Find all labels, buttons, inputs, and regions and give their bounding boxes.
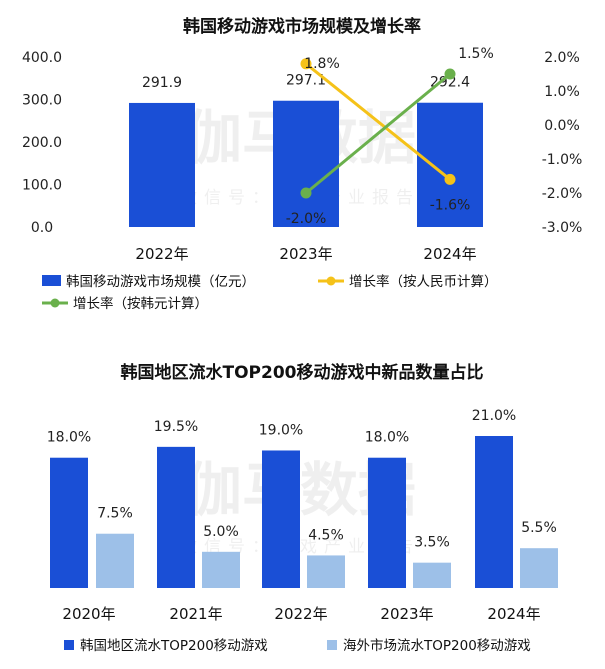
korea-top200-label: 19.5% <box>154 419 198 435</box>
x-axis-tick: 2021年 <box>169 605 222 623</box>
market-size-bar <box>273 100 339 227</box>
growth-krw-label: 1.5% <box>458 46 494 62</box>
overseas-top200-label: 4.5% <box>308 527 344 543</box>
chart2-legend: 韩国地区流水TOP200移动游戏 海外市场流水TOP200移动游戏 <box>64 637 531 654</box>
market-size-bar <box>417 102 483 227</box>
legend-swatch-point <box>326 276 336 286</box>
overseas-top200-bar <box>307 555 345 588</box>
growth-cny-point <box>300 58 312 70</box>
overseas-top200-bar <box>520 548 558 588</box>
korea-top200-bar <box>50 457 88 588</box>
x-axis-tick: 2022年 <box>135 245 188 263</box>
right-axis-tick: -1.0% <box>542 152 583 168</box>
overseas-top200-label: 3.5% <box>414 535 450 551</box>
korea-top200-bar <box>262 450 300 588</box>
chart1-legend: 韩国移动游戏市场规模（亿元） 增长率（按人民币计算） 增长率（按韩元计算） <box>42 273 498 312</box>
x-axis-tick: 2020年 <box>62 605 115 623</box>
market-size-label: 297.1 <box>286 73 326 89</box>
growth-cny-label: 1.8% <box>304 56 340 72</box>
korea-top200-bar <box>368 457 406 588</box>
market-size-bar <box>129 102 195 227</box>
legend-label: 增长率（按人民币计算） <box>349 273 498 290</box>
right-axis-tick: 1.0% <box>544 84 580 100</box>
x-axis-tick: 2023年 <box>279 245 332 263</box>
left-axis-tick: 200.0 <box>22 135 62 151</box>
chart2-title: 韩国地区流水TOP200移动游戏中新品数量占比 <box>121 362 484 383</box>
legend-swatch-point <box>50 298 60 308</box>
overseas-top200-label: 7.5% <box>97 506 133 522</box>
legend-label: 增长率（按韩元计算） <box>73 295 208 312</box>
left-axis-tick: 100.0 <box>22 178 62 194</box>
legend-swatch-bar <box>42 275 61 286</box>
korea-top200-bar <box>475 436 513 588</box>
x-axis-tick: 2024年 <box>423 245 476 263</box>
right-axis-tick: 0.0% <box>544 118 580 134</box>
growth-cny-point <box>444 173 456 185</box>
growth-cny-label: -1.6% <box>430 197 471 213</box>
right-axis-tick: -3.0% <box>542 220 583 236</box>
market-size-label: 291.9 <box>142 75 182 91</box>
x-axis-tick: 2023年 <box>380 605 433 623</box>
korea-top200-label: 21.0% <box>472 408 516 424</box>
left-axis-tick: 300.0 <box>22 93 62 109</box>
legend-label: 韩国移动游戏市场规模（亿元） <box>66 273 255 290</box>
legend-label: 海外市场流水TOP200移动游戏 <box>343 637 531 654</box>
left-axis-tick: 400.0 <box>22 50 62 66</box>
korea-top200-label: 18.0% <box>365 430 409 446</box>
overseas-top200-label: 5.5% <box>521 520 557 536</box>
overseas-top200-bar <box>413 562 451 588</box>
korea-top200-label: 19.0% <box>259 422 303 438</box>
legend-label: 韩国地区流水TOP200移动游戏 <box>80 638 268 654</box>
growth-krw-label: -2.0% <box>286 211 327 227</box>
right-axis-tick: -2.0% <box>542 186 583 202</box>
growth-cny-line <box>305 62 451 181</box>
korea-top200-bar <box>157 446 195 588</box>
growth-krw-point <box>300 187 312 199</box>
overseas-top200-bar <box>202 551 240 588</box>
korea-top200-label: 18.0% <box>47 430 91 446</box>
chart1-title: 韩国移动游戏市场规模及增长率 <box>183 16 421 37</box>
growth-krw-line <box>305 72 451 195</box>
x-axis-tick: 2024年 <box>487 605 540 623</box>
x-axis-tick: 2022年 <box>274 605 327 623</box>
market-size-label: 292.4 <box>430 75 470 91</box>
legend-swatch-bar <box>64 640 74 650</box>
overseas-top200-bar <box>96 533 134 588</box>
growth-krw-point <box>444 68 456 80</box>
right-axis-tick: 2.0% <box>544 50 580 66</box>
legend-swatch-bar <box>327 640 337 650</box>
overseas-top200-label: 5.0% <box>203 524 239 540</box>
left-axis-tick: 0.0 <box>31 220 53 236</box>
